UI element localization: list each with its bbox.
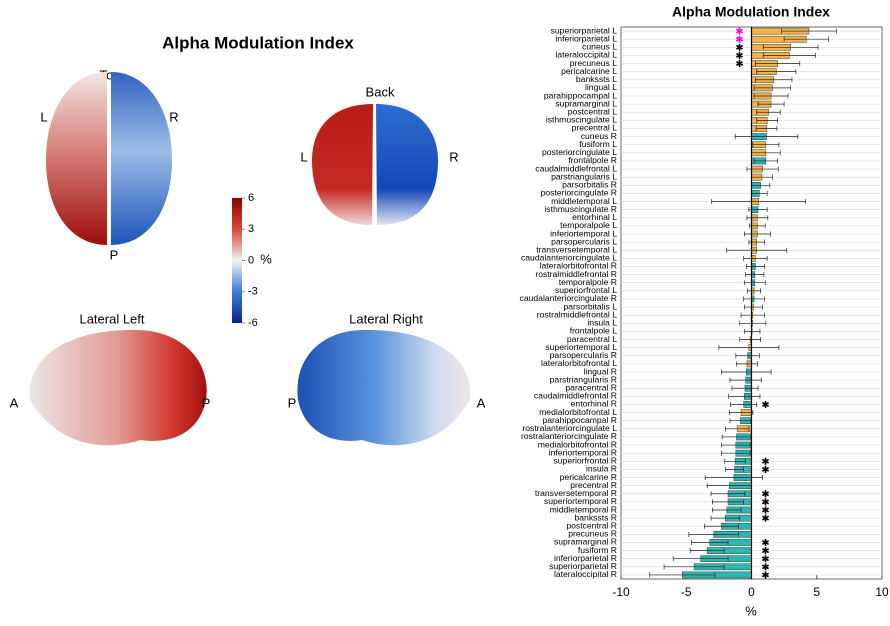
x-tick-label: -5	[681, 585, 692, 599]
orientation-label: P	[288, 395, 297, 410]
colorbar-tick-label: 6	[248, 192, 254, 204]
panel-title: Alpha Modulation Index	[162, 33, 354, 52]
orientation-label: P	[202, 395, 211, 410]
brain-hemisphere	[312, 104, 373, 225]
colorbar-tick-label: 0	[248, 254, 254, 266]
colorbar-ticks: 6 3 0 -3 -6	[242, 192, 258, 329]
orientation-label: L	[40, 109, 47, 124]
view-title: Lateral Right	[349, 311, 423, 326]
view-title: Back	[366, 84, 395, 99]
colorbar-tick-label: 3	[248, 223, 254, 235]
chart-title: Alpha Modulation Index	[672, 4, 830, 20]
brain-hemisphere	[46, 72, 107, 245]
colorbar-label: %	[260, 251, 272, 266]
colorbar	[232, 198, 242, 323]
colorbar-tick-label: -3	[248, 286, 258, 298]
x-tick-label: 0	[748, 585, 755, 599]
brain-hemisphere	[376, 104, 438, 225]
figure: Alpha Modulation Index Top L R P Back L …	[0, 0, 890, 621]
category-label: lateraloccipital R	[554, 569, 617, 579]
brain-lateral	[30, 330, 207, 445]
colorbar-tick-label: -6	[248, 317, 258, 329]
x-tick-label: 5	[813, 585, 820, 599]
orientation-label: A	[477, 395, 486, 410]
view-title: Lateral Left	[79, 311, 144, 326]
brain-hemisphere	[111, 72, 172, 245]
orientation-label: L	[300, 149, 307, 164]
brain-lateral	[297, 330, 470, 445]
x-tick-label: 10	[875, 585, 889, 599]
orientation-label: R	[449, 149, 458, 164]
x-axis-label: %	[745, 603, 757, 618]
x-tick-label: -10	[612, 585, 630, 599]
orientation-label: P	[110, 247, 119, 262]
orientation-label: A	[10, 395, 19, 410]
orientation-label: R	[169, 109, 178, 124]
